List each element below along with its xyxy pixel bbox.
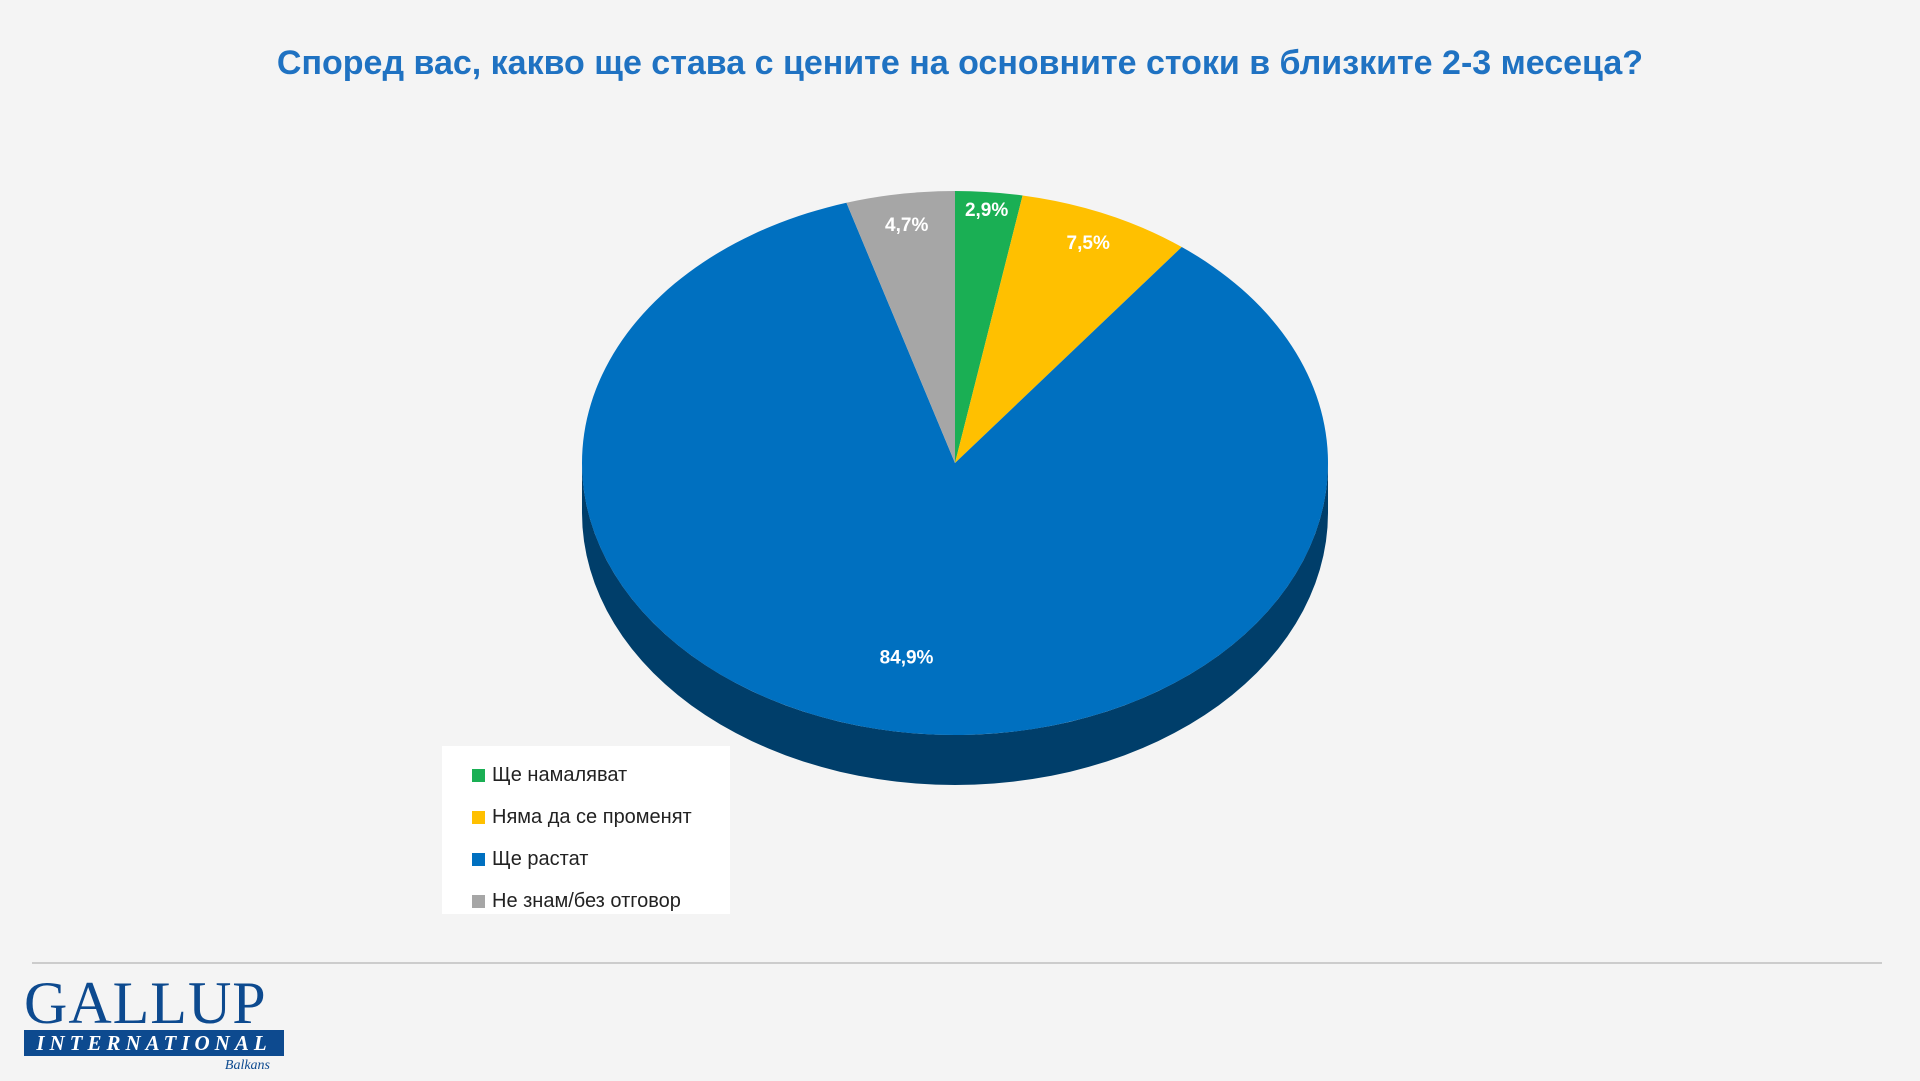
gallup-logo: GALLUP INTERNATIONAL Balkans xyxy=(24,972,286,1076)
legend-swatch xyxy=(472,810,485,824)
pie-slice-0 xyxy=(955,191,1023,463)
pie-slice-1 xyxy=(955,195,1182,463)
legend-label: Ще намаляват xyxy=(492,763,628,786)
chart-title: Според вас, какво ще става с цените на о… xyxy=(276,44,1644,82)
pie-slice-3 xyxy=(846,191,955,463)
legend-swatch xyxy=(472,852,485,866)
legend-item-dont-know: Не знам/без отговор xyxy=(442,880,730,922)
legend-swatch xyxy=(472,768,485,782)
data-label-1: 7,5% xyxy=(1067,233,1110,254)
pie-side-2 xyxy=(582,463,1328,785)
data-label-2: 84,9% xyxy=(880,647,934,668)
data-label-0: 2,9% xyxy=(965,200,1008,221)
legend-label: Няма да се променят xyxy=(492,805,692,828)
footer-divider xyxy=(32,962,1882,964)
logo-sub: Balkans xyxy=(224,1058,270,1073)
legend-item-decrease: Ще намаляват xyxy=(442,754,730,796)
logo-band: INTERNATIONAL xyxy=(24,1030,284,1056)
legend-item-no-change: Няма да се променят xyxy=(442,796,730,838)
legend-label: Не знам/без отговор xyxy=(492,889,681,912)
legend-label: Ще растат xyxy=(492,847,589,870)
data-label-3: 4,7% xyxy=(885,215,928,236)
legend-swatch xyxy=(472,894,485,908)
logo-name: GALLUP xyxy=(24,970,267,1036)
legend-item-increase: Ще растат xyxy=(442,838,730,880)
legend: Ще намаляват Няма да се променят Ще раст… xyxy=(442,746,730,914)
pie-slice-2 xyxy=(582,202,1329,735)
